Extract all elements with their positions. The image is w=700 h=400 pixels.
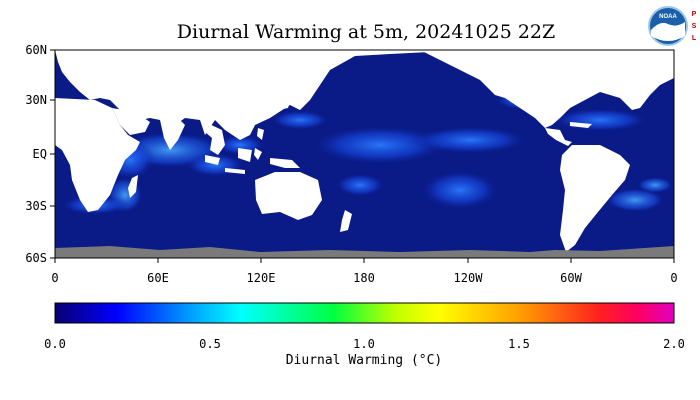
caribbean-land [570, 122, 592, 128]
lon-tick-label: 60E [147, 271, 169, 285]
central-america-land [545, 128, 572, 146]
lat-tick-label: 60N [25, 43, 47, 57]
lon-tick-label: 120W [454, 271, 484, 285]
lat-tick-label: 60S [25, 251, 47, 265]
north-america-land [420, 50, 674, 128]
lon-tick-label: 0 [51, 271, 58, 285]
longitude-axis: 0 60E 120E 180 120W 60W 0 [51, 258, 678, 285]
borneo-land [238, 148, 252, 162]
map-title: Diurnal Warming at 5m, 20241025 22Z [177, 21, 555, 43]
colorbar-tick-label: 1.0 [353, 337, 375, 351]
java-land [225, 168, 245, 174]
se-asia-land [205, 122, 225, 155]
colorbar-tick-label: 2.0 [663, 337, 685, 351]
colorbar-tick-label: 0.5 [199, 337, 221, 351]
lat-tick-label: 30S [25, 199, 47, 213]
australia-land [255, 172, 322, 220]
philippines-land [257, 128, 264, 140]
new-zealand-land [340, 210, 352, 232]
colorbar-label: Diurnal Warming (°C) [286, 353, 443, 368]
lon-tick-label: 120E [247, 271, 276, 285]
greenland-land [645, 50, 674, 62]
psl-letter-s: S [692, 23, 697, 30]
lat-tick-label: 30N [25, 93, 47, 107]
sumatra-land [205, 155, 220, 165]
india-land [160, 118, 185, 150]
africa-land [55, 98, 140, 212]
warming-patches [60, 90, 673, 215]
noaa-logo-icon: NOAA [648, 6, 688, 46]
sulawesi-land [254, 148, 262, 160]
lon-tick-label: 180 [353, 271, 375, 285]
lat-tick-label: EQ [33, 147, 47, 161]
land-masses [55, 50, 674, 252]
colorbar-tick-label: 0.0 [44, 337, 66, 351]
japan-land [276, 90, 292, 110]
lon-tick-label: 60W [560, 271, 582, 285]
lon-tick-label: 0 [670, 271, 677, 285]
no-data-region [55, 246, 674, 258]
colorbar: 0.0 0.5 1.0 1.5 2.0 Diurnal Warming (°C) [44, 302, 685, 368]
psl-letter-p: P [692, 11, 697, 18]
madagascar-land [128, 175, 138, 198]
south-america-land [560, 145, 630, 252]
map-panel [55, 50, 674, 258]
colorbar-tick-label: 1.5 [508, 337, 530, 351]
colorbar-gradient [54, 302, 675, 324]
psl-letter-l: L [692, 35, 697, 42]
latitude-axis: 60N 30N EQ 30S 60S [25, 43, 55, 265]
new-guinea-land [270, 158, 300, 168]
arabia-land [112, 108, 150, 135]
noaa-logo-text: NOAA [659, 14, 677, 20]
